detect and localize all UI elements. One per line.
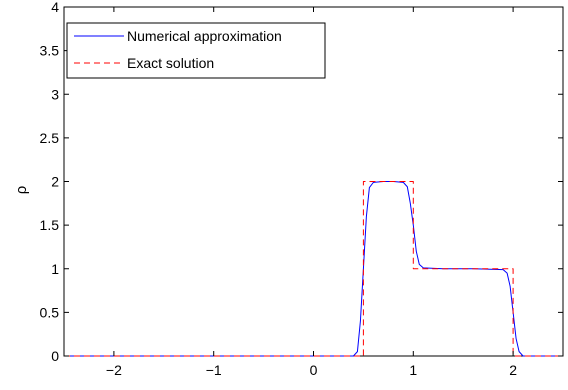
y-tick-label: 3.5	[40, 43, 60, 59]
legend-item-numerical: Numerical approximation	[74, 28, 282, 44]
x-tick-label: 1	[409, 362, 417, 378]
y-tick-label: 2.5	[40, 130, 60, 146]
y-tick-label: 3	[51, 86, 59, 102]
y-tick-label: 1	[51, 261, 59, 277]
legend-item-exact: Exact solution	[74, 55, 214, 71]
y-tick-label: 0	[51, 348, 59, 364]
y-tick-label: 2	[51, 174, 59, 190]
legend: Numerical approximation Exact solution	[66, 22, 326, 79]
y-tick-label: 1.5	[40, 217, 60, 233]
y-tick-label: 0.5	[40, 304, 60, 320]
series-line-exact	[64, 181, 563, 357]
ticks-layer: −2 −1 0 1 2 0 0.5 1 1.5 2 2.5 3 3.5 4	[40, 0, 563, 378]
x-tick-label: −2	[106, 362, 122, 378]
x-tick-label: 0	[310, 362, 318, 378]
x-tick-label: −1	[206, 362, 222, 378]
legend-box	[66, 22, 326, 79]
x-tick-label: 2	[509, 362, 517, 378]
legend-label-exact: Exact solution	[127, 55, 214, 71]
legend-label-numerical: Numerical approximation	[127, 28, 282, 44]
series-line-numerical	[64, 181, 563, 357]
y-axis-label: ρ	[13, 186, 30, 195]
y-tick-label: 4	[51, 0, 59, 15]
series-layer	[64, 181, 563, 357]
